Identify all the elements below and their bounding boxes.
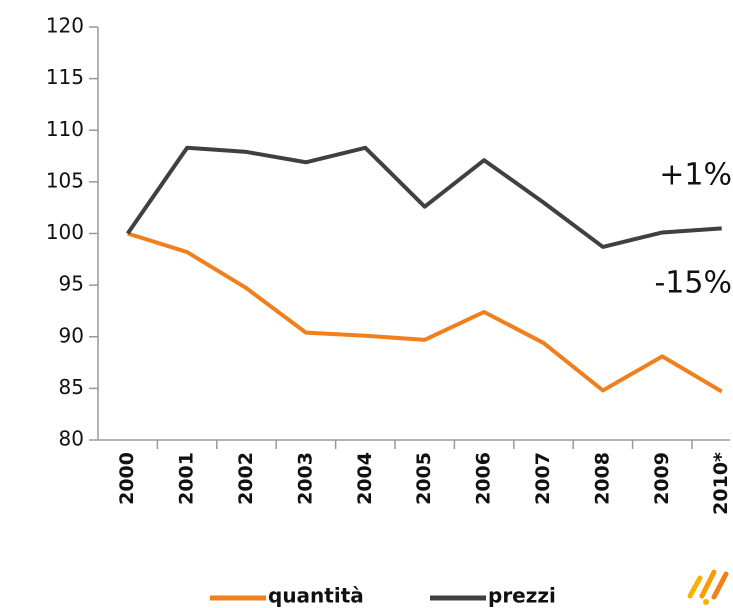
x-tick-label: 2008 xyxy=(591,452,613,505)
x-tick-label: 2010* xyxy=(710,452,732,515)
x-tick-label: 2001 xyxy=(176,452,198,505)
x-tick-label: 2009 xyxy=(651,452,673,505)
x-tick-label: 2004 xyxy=(354,452,376,505)
series-line xyxy=(127,231,723,394)
x-tick-label: 2005 xyxy=(413,452,435,505)
y-tick-label: 115 xyxy=(46,65,84,89)
annotation: +1% xyxy=(659,158,732,193)
x-tick-label: 2003 xyxy=(294,452,316,505)
y-tick-label: 95 xyxy=(59,272,84,296)
annotation: -15% xyxy=(654,266,732,301)
y-tick-label: 100 xyxy=(46,220,84,244)
y-tick-label: 85 xyxy=(59,375,84,399)
y-tick-label: 110 xyxy=(46,117,84,141)
x-tick-label: 2000 xyxy=(116,452,138,505)
y-tick-label: 105 xyxy=(46,168,84,192)
x-tick-label: 2002 xyxy=(235,452,257,505)
y-tick-label: 90 xyxy=(59,323,84,347)
y-tick-label: 80 xyxy=(59,427,84,451)
y-tick-label: 120 xyxy=(46,14,84,38)
logo xyxy=(687,569,729,605)
legend-label: prezzi xyxy=(488,584,556,608)
legend-label: quantità xyxy=(268,584,364,608)
x-tick-label: 2007 xyxy=(532,452,554,505)
series-line xyxy=(126,145,722,249)
x-tick-label: 2006 xyxy=(473,452,495,505)
